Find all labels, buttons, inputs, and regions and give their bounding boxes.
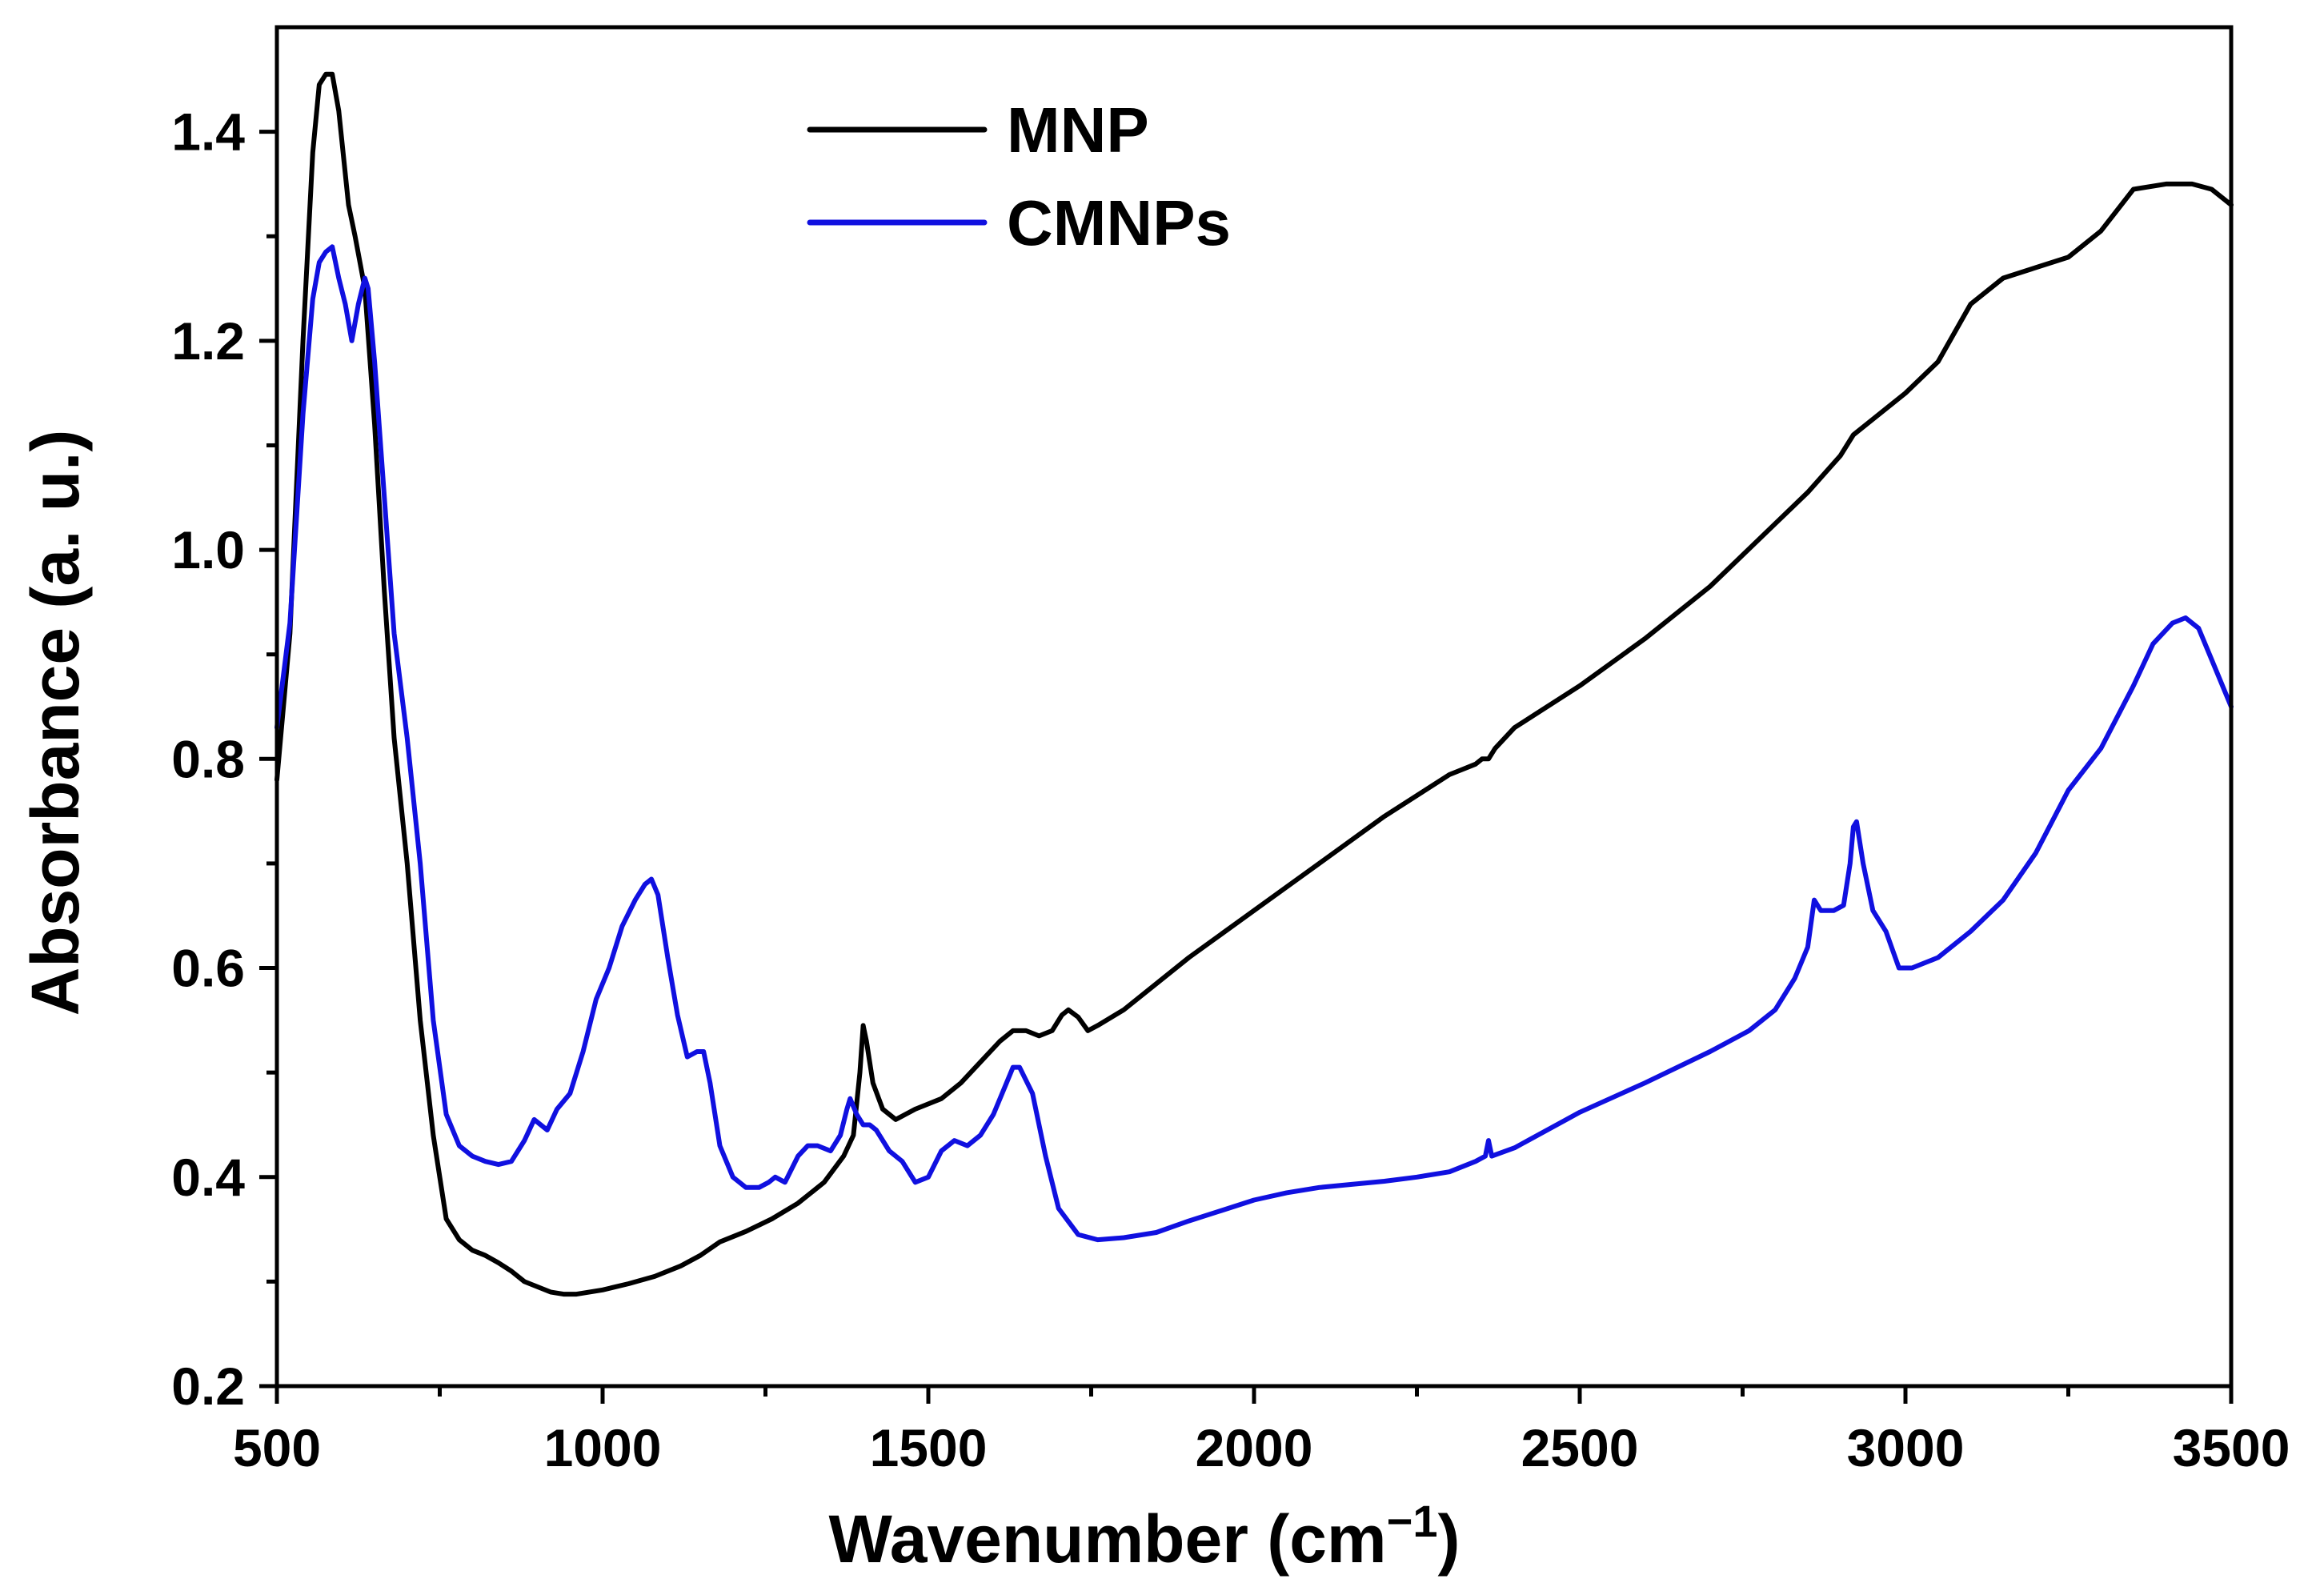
series-line-cmnps	[274, 244, 2234, 1243]
y-tick-label-0.2: 0.2	[171, 1357, 245, 1416]
legend-label-cmnps: CMNPs	[1007, 187, 1231, 258]
x-tick-label-3000: 3000	[1847, 1418, 1965, 1477]
x-tick-label-500: 500	[233, 1418, 321, 1477]
legend-label-mnp: MNP	[1007, 94, 1149, 166]
x-axis-title-close: )	[1437, 1501, 1460, 1577]
plot-frame	[274, 25, 2234, 1389]
y-axis-title: Absorbance (a. u.)	[18, 430, 93, 1016]
x-axis-title: Wavenumber (cm−1)	[829, 1496, 1461, 1577]
y-tick-label-1.2: 1.2	[171, 311, 245, 371]
x-tick-label-1500: 1500	[870, 1418, 988, 1477]
legend: MNP CMNPs	[807, 94, 1231, 258]
axis-ticks: 500 1000 1500 2000 2500 3000 3500 0.2 0.4 0.6 0.8 1…	[171, 102, 2290, 1477]
x-axis-title-superscript: −1	[1387, 1496, 1438, 1546]
series-layer	[274, 71, 2234, 1297]
y-tick-label-1.4: 1.4	[171, 102, 245, 162]
series-line-mnp	[274, 71, 2234, 1297]
x-tick-label-2500: 2500	[1521, 1418, 1639, 1477]
x-tick-label-3500: 3500	[2173, 1418, 2290, 1477]
y-tick-label-0.8: 0.8	[171, 729, 245, 788]
y-tick-label-1: 1.0	[171, 520, 245, 579]
x-tick-label-1000: 1000	[544, 1418, 662, 1477]
x-tick-label-2000: 2000	[1196, 1418, 1313, 1477]
x-axis-title-main: Wavenumber (cm	[829, 1501, 1387, 1577]
y-tick-label-0.4: 0.4	[171, 1148, 245, 1207]
y-tick-label-0.6: 0.6	[171, 939, 245, 998]
